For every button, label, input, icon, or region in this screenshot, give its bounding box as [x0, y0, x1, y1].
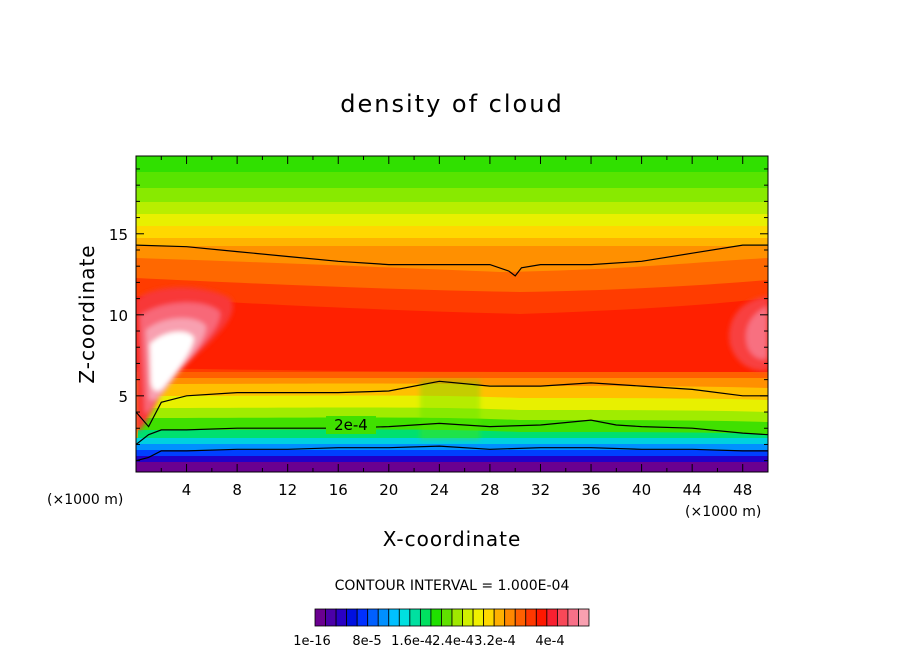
colorbar-tick-label: 1.6e-4	[391, 634, 433, 649]
x-tick-label: 4	[182, 481, 192, 499]
y-tick-label: 15	[109, 226, 128, 244]
x-tick-label: 40	[632, 481, 651, 499]
contour-line	[136, 244, 768, 277]
contour-label: 2e-4	[334, 416, 368, 434]
colorbar-tick-label: 2.4e-4	[432, 634, 474, 649]
contour-lines	[136, 244, 768, 462]
plot-frame	[135, 155, 769, 473]
chart-title: density of cloud	[340, 90, 563, 118]
colorbar-swatch	[514, 608, 527, 627]
colorbar-swatch	[398, 608, 411, 627]
x-tick-label: 24	[430, 481, 449, 499]
colorbar-swatch	[504, 608, 516, 627]
x-tick-label: 44	[683, 481, 702, 499]
colorbar-swatch	[483, 608, 495, 627]
contour-line	[136, 445, 768, 462]
x-tick-label: 28	[480, 481, 499, 499]
colorbar-swatch	[451, 608, 463, 627]
colorbar-swatch	[525, 608, 537, 627]
colorbar-swatch	[419, 608, 432, 627]
contour-line	[136, 419, 768, 445]
y-tick-label: 5	[118, 388, 128, 406]
y-axis-label: Z-coordinate	[75, 244, 99, 383]
colorbar-swatch	[556, 608, 569, 627]
colorbar-swatch	[325, 608, 337, 627]
colorbar	[314, 608, 590, 627]
colorbar-tick-label: 1e-16	[293, 634, 331, 649]
x-tick-label: 20	[379, 481, 398, 499]
colorbar-swatch	[430, 608, 442, 627]
colorbar-swatch	[314, 608, 326, 627]
x-tick-label: 16	[329, 481, 348, 499]
colorbar-swatch	[578, 608, 590, 627]
colorbar-swatch	[472, 608, 485, 627]
x-axis-label: X-coordinate	[383, 527, 522, 551]
colorbar-swatch	[546, 608, 558, 627]
x-unit-left: (×1000 m)	[47, 492, 123, 508]
colorbar-swatch	[377, 608, 390, 627]
y-axis: 5 10 15	[109, 168, 768, 462]
x-axis: 4 8 12 16 20 24 28 32 36 40 44 48	[160, 156, 752, 499]
contour-interval-text: CONTOUR INTERVAL = 1.000E-04	[335, 578, 570, 594]
colorbar-swatch	[346, 608, 358, 627]
x-unit-right: (×1000 m)	[685, 504, 761, 520]
colorbar-swatch	[409, 608, 421, 627]
colorbar-swatch	[493, 608, 506, 627]
contour-line	[136, 380, 768, 428]
colorbar-tick-label: 3.2e-4	[474, 634, 516, 649]
colorbar-swatch	[462, 608, 474, 627]
colorbar-tick-label: 8e-5	[352, 634, 381, 649]
field-features	[136, 287, 768, 440]
x-tick-label: 36	[581, 481, 600, 499]
colorbar-labels: 1e-16 8e-5 1.6e-4 2.4e-4 3.2e-4 4e-4	[293, 634, 564, 649]
y-tick-label: 10	[109, 307, 128, 325]
colorbar-swatch	[441, 608, 453, 627]
x-tick-label: 8	[232, 481, 242, 499]
colorbar-swatch	[356, 608, 369, 627]
x-tick-label: 12	[278, 481, 297, 499]
x-tick-label: 32	[531, 481, 550, 499]
colorbar-swatch	[388, 608, 400, 627]
colorbar-swatch	[567, 608, 579, 627]
colorbar-tick-label: 4e-4	[535, 634, 564, 649]
colorbar-swatch	[335, 608, 348, 627]
contour-label-group: 2e-4	[326, 416, 376, 434]
colorbar-swatch	[535, 608, 548, 627]
colorbar-swatch	[367, 608, 379, 627]
x-tick-label: 48	[733, 481, 752, 499]
